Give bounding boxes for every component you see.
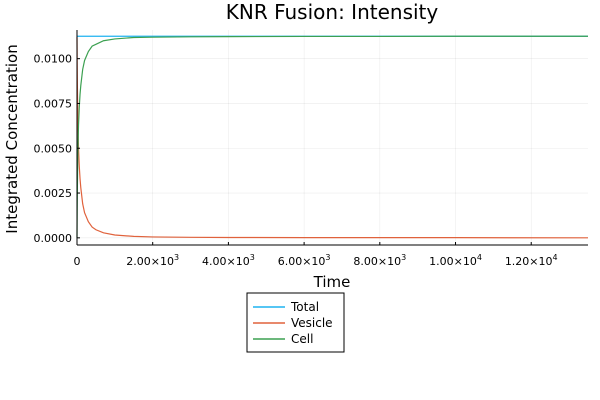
x-tick-label: 1.20×104	[505, 253, 558, 268]
x-tick-label: 1.00×104	[429, 253, 482, 268]
y-tick-label: 0.0100	[34, 53, 73, 66]
y-axis-label: Integrated Concentration	[3, 44, 21, 233]
y-tick-label: 0.0000	[34, 232, 73, 245]
legend-label-total: Total	[290, 300, 319, 314]
x-axis-label: Time	[313, 273, 351, 291]
y-tick-label: 0.0075	[34, 97, 73, 110]
x-tick-label: 8.00×103	[353, 253, 406, 268]
tick-labels: 0 2.00×103 4.00×103 6.00×103 8.00×103 1.00×10…	[34, 53, 558, 268]
axes	[76, 30, 588, 246]
x-tick-label: 2.00×103	[126, 253, 179, 268]
x-tick-label: 4.00×103	[202, 253, 255, 268]
x-tick-label: 0	[74, 255, 81, 268]
legend-label-cell: Cell	[291, 332, 313, 346]
grid	[76, 30, 588, 245]
series-line-cell	[76, 35, 588, 238]
y-tick-label: 0.0025	[34, 187, 73, 200]
legend-label-vesicle: Vesicle	[291, 316, 333, 330]
x-tick-label: 6.00×103	[278, 253, 331, 268]
series-line-vesicle	[76, 37, 589, 239]
y-tick-label: 0.0050	[34, 142, 73, 155]
plot-lines	[76, 35, 589, 239]
legend: Total Vesicle Cell	[246, 292, 345, 353]
chart-title: KNR Fusion: Intensity	[226, 0, 439, 24]
